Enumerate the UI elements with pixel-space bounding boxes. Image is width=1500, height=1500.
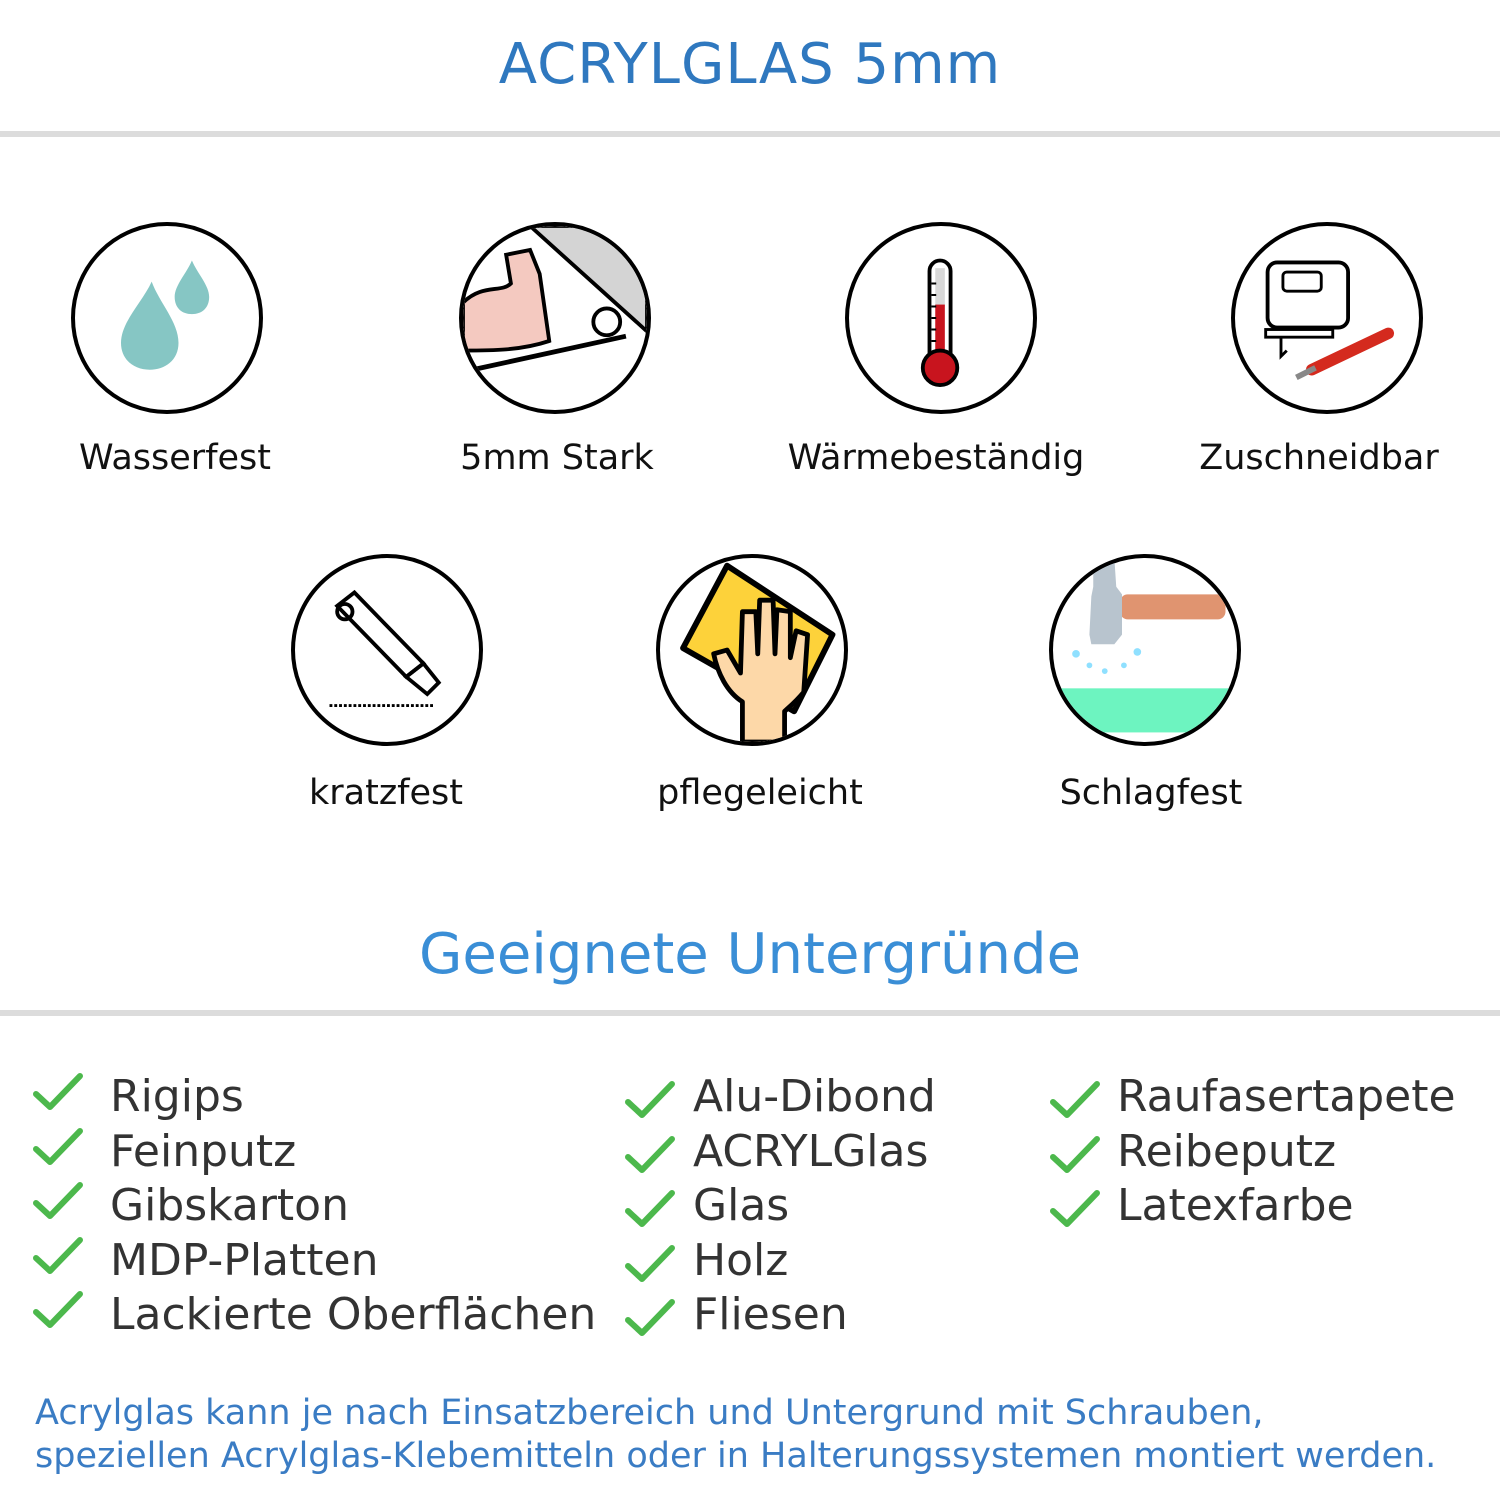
surface-item: Lackierte Oberflächen (110, 1289, 597, 1340)
checkmark-icon (1050, 1133, 1100, 1177)
surface-item: Glas (693, 1180, 790, 1231)
surface-item: Reibeputz (1117, 1125, 1337, 1177)
checkmark-icon (625, 1187, 675, 1231)
divider (0, 131, 1500, 137)
checkmark-icon (1050, 1078, 1100, 1122)
checkmark-icon (625, 1133, 675, 1177)
jigsaw-cutter-icon (1231, 222, 1423, 414)
checkmark-icon (33, 1179, 83, 1223)
utility-knife-icon (291, 554, 483, 746)
surface-item: Alu-Dibond (693, 1071, 936, 1122)
feature-label: Schlagfest (1059, 773, 1243, 813)
checkmark-icon (33, 1125, 83, 1169)
surface-item: Fliesen (693, 1289, 848, 1340)
feature-label: Zuschneidbar (1199, 438, 1439, 478)
surface-item: Raufasertapete (1117, 1071, 1456, 1122)
surface-item: Feinputz (110, 1125, 297, 1177)
surface-item: Latexfarbe (1117, 1180, 1354, 1231)
surface-item: Holz (693, 1234, 789, 1286)
hammer-impact-icon (1049, 554, 1241, 746)
surface-item: ACRYLGlas (693, 1125, 929, 1177)
checkmark-icon (625, 1242, 675, 1286)
divider (0, 1010, 1500, 1016)
feature-label: 5mm Stark (460, 438, 654, 478)
feature-label: kratzfest (308, 773, 463, 813)
strong-arm-icon (459, 222, 651, 414)
water-drops-icon (71, 222, 263, 414)
surfaces-heading: Geeignete Untergründe (418, 922, 1082, 987)
surface-item: MDP-Platten (110, 1234, 379, 1286)
checkmark-icon (625, 1296, 675, 1340)
footer-line-2: speziellen Acrylglas-Klebemitteln oder i… (35, 1436, 1437, 1476)
page-title: ACRYLGLAS 5mm (498, 32, 1002, 97)
thermometer-icon (845, 222, 1037, 414)
footer-note: Acrylglas kann je nach Einsatzbereich un… (35, 1392, 1436, 1478)
surface-item: Gibskarton (110, 1180, 349, 1231)
feature-label: Wasserfest (78, 438, 272, 478)
cleaning-hand-icon (656, 554, 848, 746)
checkmark-icon (33, 1070, 83, 1114)
checkmark-icon (33, 1234, 83, 1278)
checkmark-icon (1050, 1187, 1100, 1231)
checkmark-icon (625, 1078, 675, 1122)
surface-item: Rigips (110, 1071, 244, 1122)
checkmark-icon (33, 1288, 83, 1332)
footer-line-1: Acrylglas kann je nach Einsatzbereich un… (35, 1393, 1264, 1433)
feature-label: pflegeleicht (657, 773, 863, 813)
feature-label: Wärmebeständig (787, 438, 1085, 478)
